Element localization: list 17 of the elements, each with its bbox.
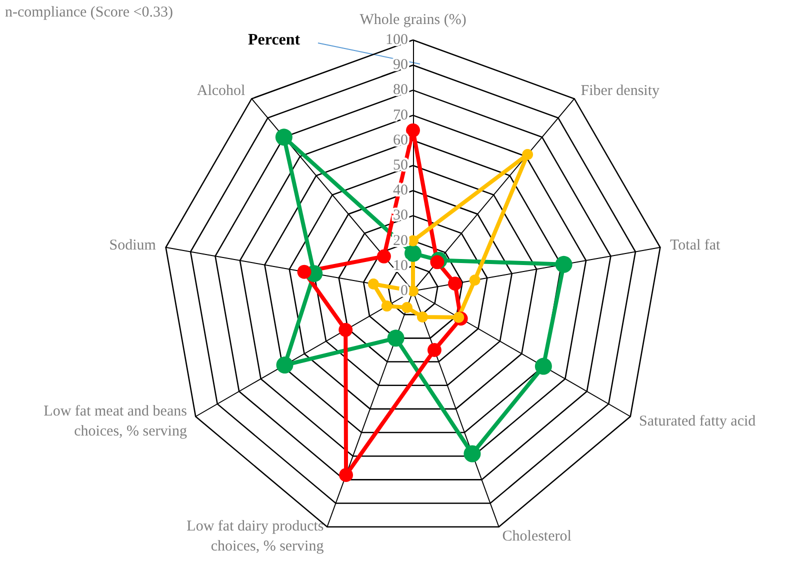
y-tick-label: 90 xyxy=(393,57,408,74)
y-tick-label: 80 xyxy=(393,82,408,98)
y-tick-label: 60 xyxy=(393,132,408,148)
text: Percent xyxy=(248,32,301,48)
spoke-label: Sodium xyxy=(109,238,156,254)
y-tick-label: 70 xyxy=(393,107,408,124)
spoke-label: Saturated fatty acid xyxy=(639,414,756,430)
spoke-label: Whole grains (%) xyxy=(360,12,466,28)
spoke-label: Cholesterol xyxy=(502,528,572,544)
spoke-label: Total fat xyxy=(670,238,722,254)
spoke-label: Low fat meat and beans choices, % serving xyxy=(44,404,188,440)
spoke-label: Fiber density xyxy=(580,83,660,100)
spoke-label: Low fat dairy products choices, % serving xyxy=(186,518,324,554)
chart-title: n-compliance (Score <0.33) xyxy=(5,4,173,20)
y-tick-label: 0 xyxy=(400,283,408,299)
y-tick-label: 100 xyxy=(386,32,408,48)
spoke-label: Alcohol xyxy=(196,83,246,100)
